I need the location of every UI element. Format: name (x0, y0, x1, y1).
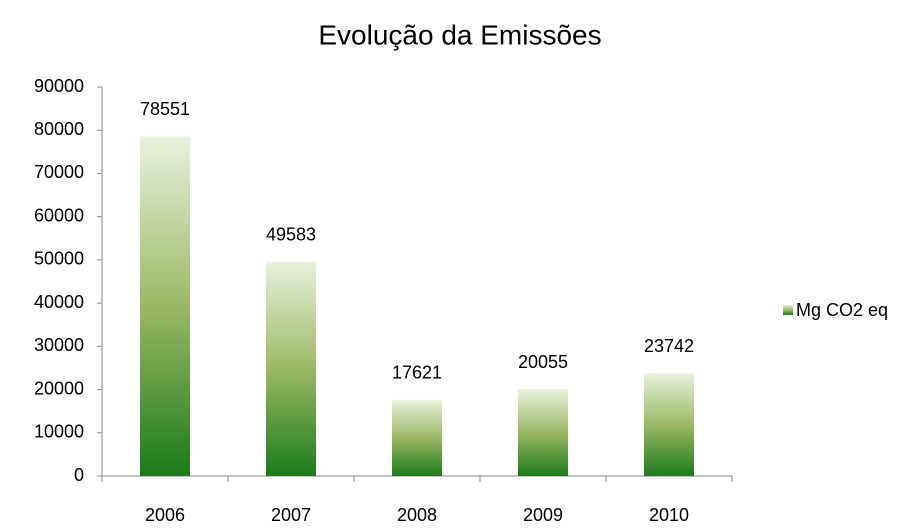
x-tick-label: 2007 (271, 505, 311, 525)
y-tick-label: 40000 (34, 292, 84, 312)
x-tick-label: 2008 (397, 505, 437, 525)
legend-label: Mg CO2 eq (796, 300, 888, 320)
y-tick-label: 20000 (34, 378, 84, 398)
legend-marker (783, 305, 793, 315)
y-tick-label: 0 (74, 465, 84, 485)
x-tick-label: 2009 (523, 505, 563, 525)
y-tick-label: 50000 (34, 249, 84, 269)
chart-title: Evolução da Emissões (318, 19, 601, 50)
bar (644, 373, 694, 476)
bar (392, 399, 442, 476)
bar (266, 261, 316, 476)
y-tick-label: 60000 (34, 205, 84, 225)
data-label: 78551 (140, 99, 190, 119)
y-tick-label: 80000 (34, 119, 84, 139)
y-tick-label: 30000 (34, 335, 84, 355)
bar (140, 136, 190, 477)
y-tick-label: 70000 (34, 162, 84, 182)
data-label: 49583 (266, 224, 316, 244)
x-tick-label: 2010 (649, 505, 689, 525)
data-label: 17621 (392, 363, 442, 383)
y-tick-label: 10000 (34, 422, 84, 442)
y-tick-label: 90000 (34, 76, 84, 96)
bar (518, 389, 568, 476)
data-label: 23742 (644, 336, 694, 356)
x-tick-label: 2006 (145, 505, 185, 525)
data-label: 20055 (518, 352, 568, 372)
